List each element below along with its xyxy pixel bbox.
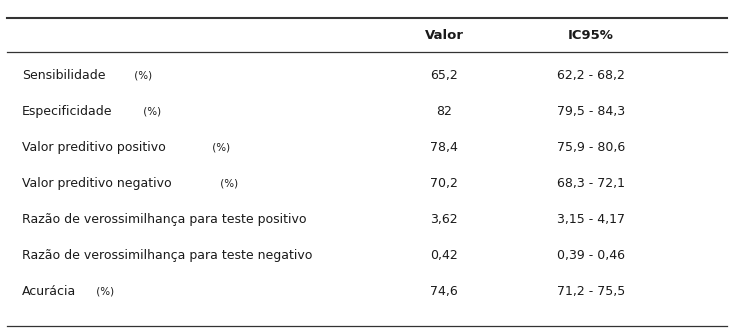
Text: 3,15 - 4,17: 3,15 - 4,17 [557, 213, 625, 226]
Text: 0,39 - 0,46: 0,39 - 0,46 [557, 249, 625, 262]
Text: (%): (%) [217, 178, 238, 188]
Text: Razão de verossimilhança para teste negativo: Razão de verossimilhança para teste nega… [22, 249, 313, 262]
Text: IC95%: IC95% [568, 29, 614, 41]
Text: 3,62: 3,62 [430, 213, 458, 226]
Text: (%): (%) [131, 70, 153, 80]
Text: 0,42: 0,42 [430, 249, 458, 262]
Text: Sensibilidade: Sensibilidade [22, 69, 106, 81]
Text: Valor preditivo negativo: Valor preditivo negativo [22, 177, 172, 190]
Text: 70,2: 70,2 [430, 177, 458, 190]
Text: 74,6: 74,6 [430, 285, 458, 298]
Text: 75,9 - 80,6: 75,9 - 80,6 [557, 141, 625, 154]
Text: 78,4: 78,4 [430, 141, 458, 154]
Text: Valor: Valor [424, 29, 464, 41]
Text: (%): (%) [93, 287, 115, 297]
Text: 68,3 - 72,1: 68,3 - 72,1 [557, 177, 625, 190]
Text: Acurácia: Acurácia [22, 285, 76, 298]
Text: Razão de verossimilhança para teste positivo: Razão de verossimilhança para teste posi… [22, 213, 307, 226]
Text: (%): (%) [209, 142, 230, 152]
Text: (%): (%) [140, 106, 161, 116]
Text: 71,2 - 75,5: 71,2 - 75,5 [557, 285, 625, 298]
Text: 62,2 - 68,2: 62,2 - 68,2 [557, 69, 625, 81]
Text: 82: 82 [436, 105, 452, 118]
Text: Valor preditivo positivo: Valor preditivo positivo [22, 141, 166, 154]
Text: Especificidade: Especificidade [22, 105, 112, 118]
Text: 79,5 - 84,3: 79,5 - 84,3 [557, 105, 625, 118]
Text: 65,2: 65,2 [430, 69, 458, 81]
